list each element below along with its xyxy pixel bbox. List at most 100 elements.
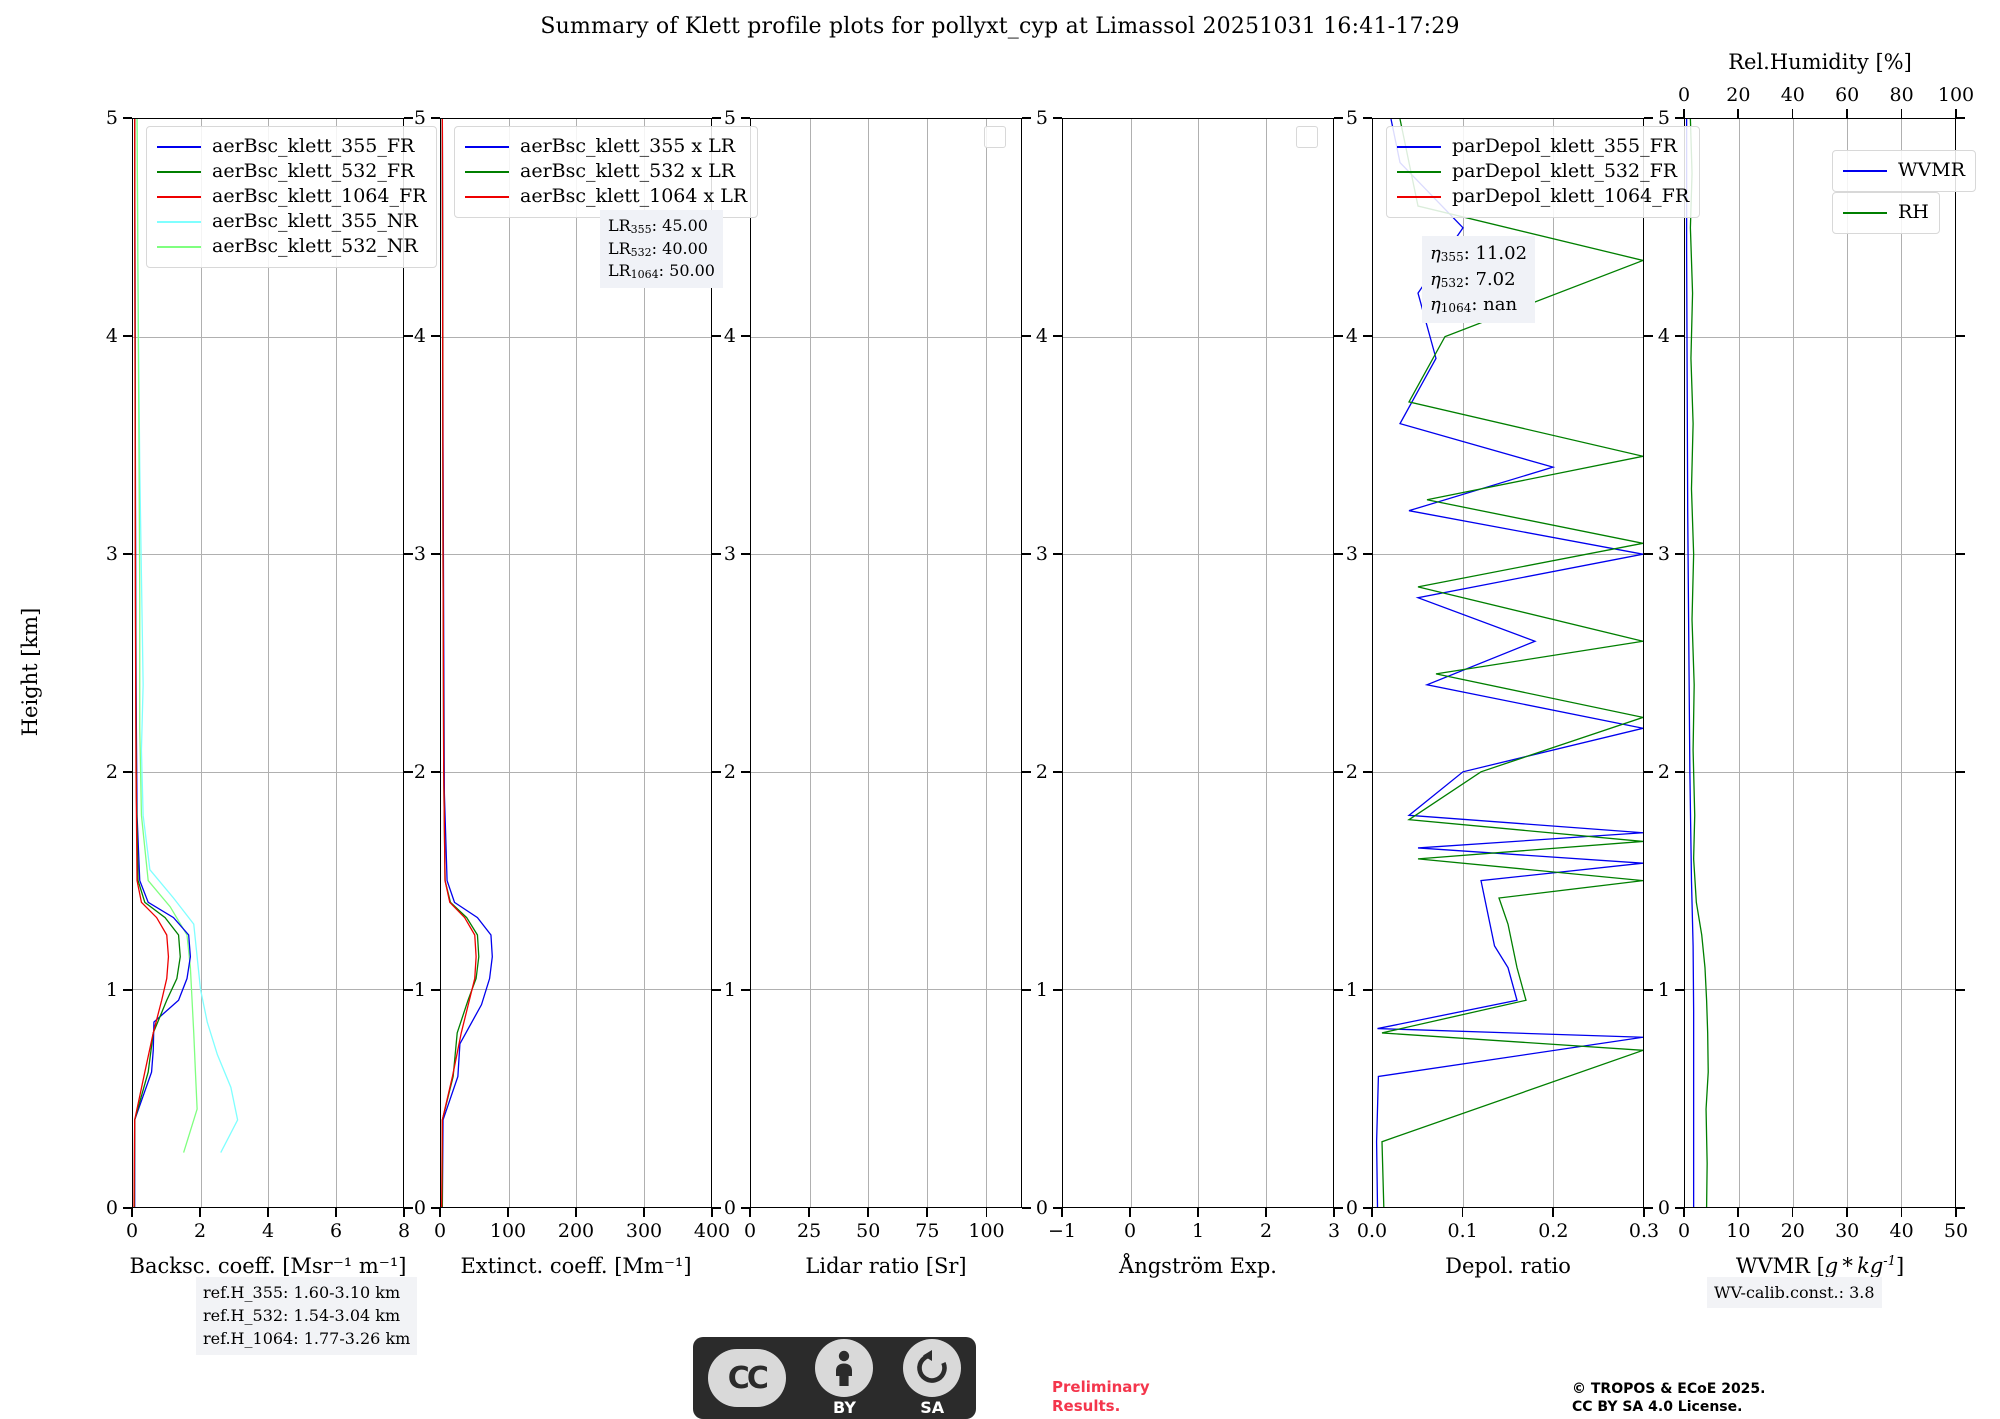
trace-parDepol_klett_355_FR (1377, 119, 1643, 1207)
y-tick (1334, 117, 1343, 119)
legend-wvmr-rh-wvmr[interactable]: WVMR (1832, 150, 1977, 192)
axes-wvmr-rh (1684, 118, 1956, 1208)
gridline-horizontal (1685, 771, 1955, 773)
y-tick-label: 2 (1345, 761, 1358, 783)
figure-title: Summary of Klett profile plots for polly… (540, 14, 1460, 39)
x-tick-label: 25 (797, 1220, 822, 1242)
y-tick (431, 771, 440, 773)
x-tick (1129, 1208, 1131, 1217)
legend-extinction[interactable]: aerBsc_klett_355 x LR aerBsc_klett_532 x … (454, 126, 759, 218)
y-tick (1956, 771, 1965, 773)
gridline-vertical (643, 119, 645, 1207)
x-tick-label-top: 40 (1780, 84, 1805, 106)
x-axis-title: Ångström Exp. (1119, 1254, 1277, 1278)
gridline-horizontal (751, 771, 1021, 773)
x-tick-label: −1 (1047, 1220, 1077, 1242)
y-tick (431, 335, 440, 337)
y-tick (123, 1207, 132, 1209)
panel-lidar-ratio: 0 1 2 3 4 5 0 25 50 75 100 Lidar ratio [Sr] (724, 107, 1031, 1278)
legend-swatch (465, 145, 509, 148)
x-tick (1061, 1208, 1063, 1217)
y-tick (712, 117, 721, 119)
legend-swatch (465, 195, 509, 198)
y-tick (1334, 335, 1343, 337)
y-tick (1363, 1207, 1372, 1209)
y-tick-label: 2 (105, 761, 118, 783)
legend-swatch (157, 220, 201, 223)
trace-aerBsc_klett_1064 x LR (442, 119, 476, 1207)
gridline-horizontal (751, 989, 1021, 991)
x-tick-label: 0 (433, 1220, 447, 1242)
cc-license-badge[interactable]: CC BY SA (693, 1337, 976, 1419)
y-tick (1053, 553, 1062, 555)
panel-angstrom: 0 1 2 3 4 5 −1 0 1 2 3 Ångström Exp. (1036, 107, 1343, 1278)
y-tick (1675, 335, 1684, 337)
x-tick-label: 0 (1677, 1220, 1691, 1242)
legend-swatch (157, 195, 201, 198)
axes-lidar-ratio (750, 118, 1022, 1208)
trace-RH (1690, 119, 1708, 1207)
x-tick-label: 200 (557, 1220, 595, 1242)
legend-lidar-ratio-empty[interactable] (984, 126, 1006, 148)
x-tick (131, 1208, 133, 1217)
legend-swatch (157, 245, 201, 248)
legend-row: parDepol_klett_532_FR (1397, 159, 1689, 184)
legend-label: aerBsc_klett_532_FR (212, 160, 415, 182)
gridline-vertical (1463, 119, 1464, 1207)
x-tick-label: 0 (1123, 1220, 1137, 1242)
x-tick-label-top: 100 (1937, 84, 1975, 106)
legend-wvmr-rh-rh[interactable]: RH (1832, 192, 1940, 234)
x-tick (403, 1208, 405, 1217)
gridline-vertical (1847, 119, 1848, 1207)
legend-angstrom-empty[interactable] (1296, 126, 1318, 148)
y-tick-label: 4 (1345, 325, 1358, 347)
trace-group-extinction (441, 119, 711, 1207)
y-tick (712, 1207, 721, 1209)
y-tick (431, 553, 440, 555)
y-tick (1022, 117, 1031, 119)
x-tick-label-top: 80 (1889, 84, 1914, 106)
y-tick (741, 117, 750, 119)
x-tick (1683, 1208, 1685, 1217)
gridline-vertical (1901, 119, 1902, 1207)
y-tick-label: 1 (1035, 979, 1048, 1001)
x-tick (1333, 1208, 1335, 1217)
y-tick-label: 3 (1345, 543, 1358, 565)
y-tick (431, 1207, 440, 1209)
gridline-vertical (985, 119, 987, 1207)
x-tick (711, 1208, 713, 1217)
x-tick-top (1846, 109, 1848, 118)
x-tick (1900, 1208, 1903, 1217)
y-tick (1334, 553, 1343, 555)
legend-label: aerBsc_klett_355_FR (212, 135, 415, 157)
legend-label: aerBsc_klett_532 x LR (520, 160, 736, 182)
legend-label: parDepol_klett_355_FR (1452, 135, 1678, 157)
x-tick (1846, 1208, 1848, 1217)
y-tick (1363, 771, 1372, 773)
x-tick (439, 1208, 441, 1217)
legend-swatch (1843, 211, 1887, 214)
legend-row: aerBsc_klett_532_FR (157, 159, 426, 184)
by-person-icon (815, 1339, 874, 1397)
legend-swatch (1397, 145, 1441, 148)
x-tick (1371, 1208, 1373, 1217)
trace-WVMR (1687, 119, 1694, 1207)
cc-sa-label: SA (920, 1398, 945, 1417)
legend-label: aerBsc_klett_1064 x LR (520, 185, 748, 207)
legend-label: aerBsc_klett_532_NR (212, 235, 418, 257)
x-tick (1265, 1208, 1267, 1217)
y-tick-label: 1 (1345, 979, 1358, 1001)
y-tick (1956, 553, 1965, 555)
y-tick-label: 2 (413, 761, 426, 783)
x-axis-title: Extinct. coeff. [Mm⁻¹] (460, 1254, 692, 1278)
x-tick-label-top: 0 (1677, 84, 1691, 106)
x-tick (926, 1208, 928, 1217)
y-tick-label: 3 (413, 543, 426, 565)
y-tick (404, 117, 413, 119)
legend-depol-ratio[interactable]: parDepol_klett_355_FR parDepol_klett_532_… (1386, 126, 1701, 218)
y-tick-label: 2 (723, 761, 736, 783)
panel-depol-ratio: 0 1 2 3 4 5 0.0 0.1 0.2 0.3 Depol. ratio parDepol_k… (1346, 107, 1701, 1278)
y-tick (1022, 335, 1031, 337)
y-tick-label: 0 (723, 1197, 736, 1219)
